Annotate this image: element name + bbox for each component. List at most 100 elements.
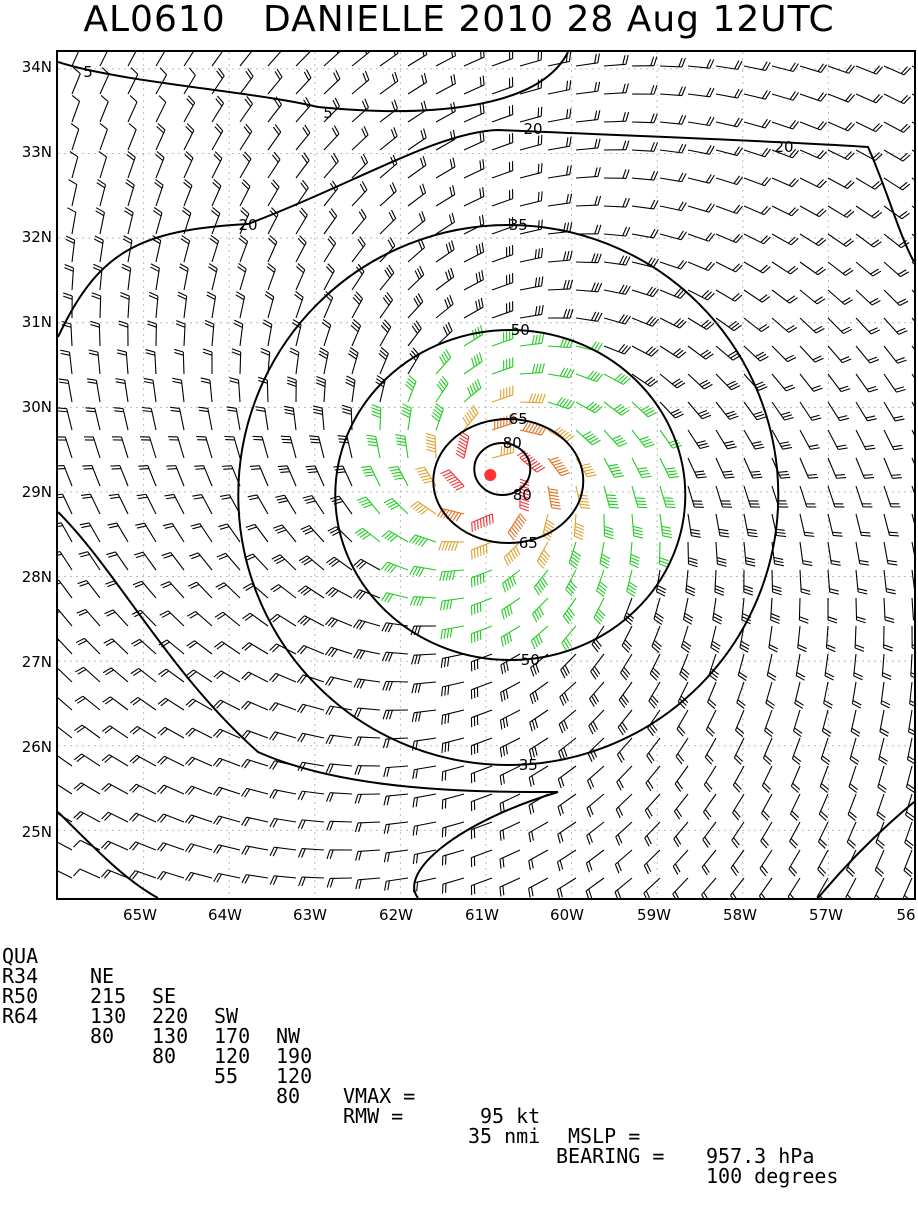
wind-barb: [74, 812, 100, 822]
barb-staff: [123, 409, 128, 430]
barb-feather: [422, 478, 431, 480]
wind-barb: [884, 290, 908, 305]
barb-staff: [464, 169, 484, 178]
barb-staff: [576, 148, 598, 150]
barb-staff: [267, 380, 268, 402]
barb-feather: [530, 722, 533, 731]
barb-feather: [330, 793, 334, 802]
barb-staff: [436, 250, 454, 262]
barb-feather: [191, 524, 200, 526]
wind-barb: [298, 791, 324, 800]
wind-barb: [744, 290, 770, 302]
wind-barb: [270, 847, 296, 856]
wind-barb: [818, 822, 828, 848]
barb-feather: [595, 139, 597, 148]
barb-feather: [362, 469, 371, 470]
barb-staff: [436, 277, 454, 290]
isotach-20-se: [818, 802, 914, 898]
barb-feather: [726, 444, 735, 446]
wind-barb: [576, 430, 601, 445]
wind-barb: [856, 122, 882, 132]
barb-feather: [147, 324, 156, 327]
barb-feather: [90, 324, 99, 327]
barb-feather: [551, 505, 560, 507]
barb-staff: [156, 75, 167, 94]
wind-radii-table: QUA NE SE SW NW R34 215 220 170 190 R50 …: [0, 926, 24, 1026]
barb-feather: [746, 561, 755, 563]
barb-feather: [299, 877, 302, 886]
wind-barb: [72, 67, 80, 94]
barb-feather: [277, 498, 286, 500]
barb-feather: [159, 96, 166, 103]
mslp-label: MSLP =: [568, 1126, 640, 1146]
barb-staff: [492, 199, 513, 206]
barb-feather: [892, 478, 901, 479]
barb-staff: [558, 794, 576, 807]
wind-barb: [589, 710, 604, 734]
barb-feather: [691, 536, 700, 538]
barb-feather: [861, 535, 870, 536]
barb-feather: [503, 719, 504, 728]
wind-barb: [688, 430, 709, 448]
barb-feather: [542, 334, 544, 343]
wind-barb: [742, 598, 751, 624]
barb-staff: [405, 436, 408, 458]
barb-staff: [212, 52, 225, 66]
wind-barb: [627, 570, 637, 596]
wind-barb: [179, 264, 188, 290]
wind-barb: [212, 179, 221, 206]
wind-barb: [716, 374, 740, 390]
barb-feather: [830, 592, 839, 594]
barb-staff: [576, 120, 598, 122]
barb-feather: [419, 473, 428, 475]
barb-feather: [418, 241, 422, 250]
barb-feather: [501, 446, 502, 455]
barb-feather: [284, 409, 293, 411]
barb-feather: [783, 447, 792, 449]
wind-barb: [114, 408, 128, 430]
wind-barb: [471, 738, 492, 755]
barb-staff: [492, 143, 513, 150]
barb-feather: [415, 712, 417, 721]
barb-feather: [137, 494, 146, 495]
wind-barb: [660, 514, 672, 538]
barb-staff: [744, 346, 760, 361]
barb-staff: [772, 206, 792, 216]
wind-barb: [275, 495, 296, 514]
barb-feather: [218, 524, 227, 527]
barb-feather: [613, 473, 622, 475]
barb-staff: [265, 408, 268, 430]
wind-barb: [688, 145, 714, 154]
barb-staff: [98, 352, 100, 374]
isotach-20-south: [58, 512, 558, 898]
wind-barb: [688, 88, 714, 97]
barb-staff: [716, 542, 717, 564]
wind-barb: [352, 126, 368, 150]
barb-feather: [342, 412, 351, 415]
barb-staff: [386, 766, 408, 768]
wind-barb: [688, 117, 714, 126]
barb-feather: [698, 410, 707, 414]
barb-feather: [116, 382, 125, 384]
barb-feather: [492, 514, 493, 523]
barb-feather: [805, 535, 814, 536]
wind-barb: [884, 66, 911, 75]
lat-label: 31N: [4, 314, 52, 330]
wind-barb: [324, 70, 340, 94]
barb-feather: [313, 409, 322, 411]
header-cell: SW: [214, 1006, 238, 1026]
barb-feather: [575, 523, 584, 527]
wind-barb: [58, 667, 72, 682]
wind-barb: [87, 379, 100, 402]
barb-feather: [801, 589, 810, 592]
barb-feather: [747, 529, 756, 530]
wind-barb: [205, 320, 214, 346]
wind-barb: [270, 614, 296, 626]
barb-staff: [557, 878, 576, 890]
barb-staff: [828, 458, 837, 478]
storm-id: AL0610: [83, 0, 225, 40]
barb-feather: [623, 227, 627, 236]
wind-barb: [464, 379, 481, 402]
barb-staff: [879, 738, 884, 759]
